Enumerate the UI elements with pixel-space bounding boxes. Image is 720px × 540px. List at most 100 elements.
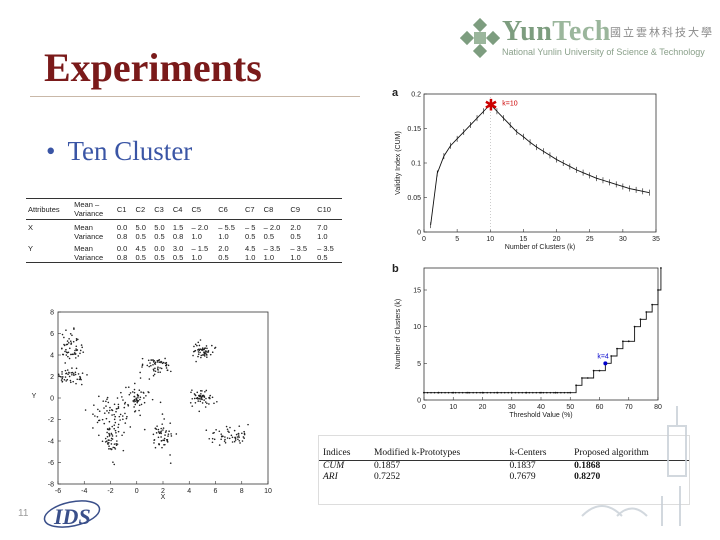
x-tick-label: 60	[596, 404, 604, 411]
table-header-cell: C2	[135, 204, 146, 214]
scatter-point	[139, 377, 142, 379]
data-point	[549, 391, 552, 394]
scatter-point	[194, 393, 196, 396]
scatter-point	[208, 403, 210, 405]
scatter-point	[81, 372, 84, 374]
cluster-3-points	[189, 389, 218, 413]
scatter-point	[67, 373, 69, 376]
scatter-point	[153, 369, 155, 372]
scatter-point	[195, 360, 197, 363]
table-cell: 5.0	[154, 223, 165, 232]
scatter-point	[106, 435, 109, 438]
scatter-point	[169, 454, 171, 456]
y-axis-label: Number of Clusters (k)	[395, 299, 402, 369]
scatter-point	[71, 371, 74, 374]
scatter-point	[165, 430, 168, 432]
scatter-point	[74, 357, 77, 359]
table-cell: 1.0	[191, 231, 202, 241]
scatter-point	[170, 435, 173, 437]
ids-lab-logo: IDS	[43, 500, 101, 529]
data-point	[451, 391, 453, 394]
table-cell: 0.1837	[509, 461, 536, 471]
scatter-point	[237, 435, 240, 437]
scatter-point	[61, 381, 64, 383]
scatter-point	[142, 392, 145, 394]
scatter-point	[77, 355, 80, 357]
validity-index-chart: a 0 5 10 15 20 25 30 35 0 0.05 0.1 0.15 0.2 Number of …	[386, 82, 668, 258]
table-row: ARI 0.7252 0.7679 0.8270	[319, 472, 689, 483]
scatter-point	[160, 431, 162, 434]
x-tick-label: 10	[486, 236, 494, 243]
scatter-point	[111, 425, 114, 428]
scatter-point	[117, 406, 120, 408]
scatter-point	[113, 463, 116, 466]
scatter-point	[200, 354, 203, 357]
x-tick-label: 20	[553, 236, 561, 243]
data-point	[447, 391, 450, 394]
scatter-point	[124, 401, 127, 404]
scatter-point	[61, 353, 64, 356]
data-point	[437, 391, 439, 394]
scatter-point	[206, 356, 208, 358]
scatter-point	[77, 373, 80, 375]
scatter-point	[139, 398, 141, 401]
table-cell: 4.5	[135, 244, 146, 254]
series-line	[424, 268, 662, 394]
scatter-point	[150, 359, 152, 361]
scatter-point	[58, 375, 60, 377]
scatter-point	[106, 431, 108, 434]
scatter-point	[153, 373, 156, 376]
scatter-point	[92, 427, 94, 429]
scatter-point	[135, 397, 137, 399]
scatter-point	[61, 347, 63, 350]
scatter-point	[93, 404, 95, 406]
scatter-point	[224, 438, 226, 441]
scatter-point	[111, 433, 113, 436]
y-tick-label: -4	[48, 439, 54, 446]
scatter-point	[110, 437, 113, 440]
scatter-point	[156, 368, 159, 370]
optimum-star-icon: ✱	[484, 95, 497, 114]
scatter-point	[75, 345, 78, 348]
series-line	[430, 103, 650, 226]
scatter-point	[133, 388, 136, 391]
scatter-point	[152, 374, 155, 377]
scatter-point	[147, 391, 149, 393]
scatter-point	[199, 348, 202, 350]
data-point	[423, 391, 425, 394]
scatter-point	[199, 400, 202, 403]
scatter-point	[74, 371, 77, 374]
data-point	[440, 391, 443, 394]
data-point	[598, 369, 601, 372]
scatter-point	[78, 378, 81, 381]
scatter-point	[139, 396, 142, 399]
table-cell: 7.0	[317, 223, 328, 232]
table-cell: 0.5	[154, 252, 165, 262]
scatter-point	[108, 409, 111, 412]
table-cell: 0.8	[116, 231, 128, 241]
scatter-point	[60, 379, 63, 381]
x-tick-label: 15	[520, 236, 528, 243]
x-tick-label: 70	[625, 404, 633, 411]
scatter-point	[108, 448, 110, 450]
table-header-cell: C3	[154, 204, 164, 214]
annotation-label: k=4	[597, 353, 609, 360]
scatter-point	[160, 436, 162, 438]
table-cell: 0.5	[245, 231, 256, 241]
x-tick-label: 0	[135, 488, 139, 495]
data-point	[657, 289, 659, 291]
data-point	[542, 391, 545, 394]
x-tick-label: 30	[619, 236, 627, 243]
decorative-corner-graphic	[581, 406, 687, 526]
table-cell: 0.0	[116, 223, 128, 232]
scatter-point	[157, 436, 160, 439]
scatter-point	[75, 367, 78, 370]
table-cell: 1.5	[172, 223, 184, 232]
table-cell: 0.7679	[509, 472, 536, 482]
y-tick-label: 2	[50, 374, 54, 381]
scatter-point	[223, 440, 226, 442]
scatter-point	[198, 344, 201, 347]
scatter-point	[165, 363, 168, 366]
scatter-point	[167, 433, 170, 435]
